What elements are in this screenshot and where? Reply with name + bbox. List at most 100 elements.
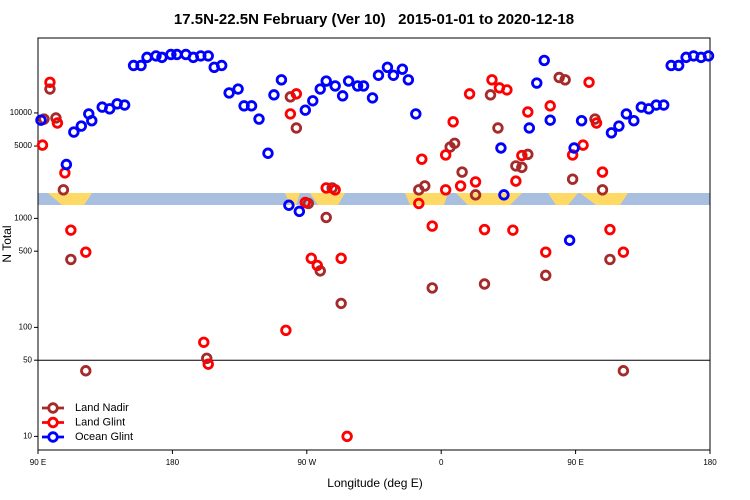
point (342, 75, 355, 87)
point (314, 83, 326, 95)
point (620, 108, 633, 120)
point (426, 220, 438, 232)
point (223, 87, 235, 99)
x-tick-label: 180 (166, 458, 180, 467)
point (232, 83, 244, 95)
legend-label: Land Glint (75, 416, 125, 428)
point (86, 115, 98, 127)
point (456, 166, 468, 178)
legend-marker (47, 402, 59, 414)
point (351, 80, 364, 92)
point (544, 114, 556, 126)
point (150, 50, 162, 62)
point (617, 246, 630, 258)
point (544, 100, 556, 112)
point (702, 50, 715, 62)
point (522, 106, 534, 118)
series (35, 48, 715, 246)
point (463, 88, 476, 100)
x-tick-label: 90 E (567, 458, 583, 467)
point (469, 189, 482, 201)
band-land (405, 193, 448, 205)
point (538, 54, 550, 67)
chart-title: 17.5N-22.5N February (Ver 10) 2015-01-01… (174, 11, 574, 28)
point (60, 158, 73, 171)
point (410, 108, 422, 120)
point (486, 74, 498, 86)
point (275, 74, 288, 86)
legend-marker (47, 416, 59, 429)
point (510, 160, 522, 172)
series (38, 71, 630, 377)
point (284, 108, 297, 120)
band-land (548, 193, 578, 205)
band-land (580, 193, 628, 205)
point (563, 234, 576, 246)
point (559, 74, 571, 86)
point (387, 69, 400, 81)
point (553, 71, 565, 84)
point (305, 252, 317, 265)
point (604, 253, 616, 266)
x-axis-label: Longitude (deg E) (327, 476, 422, 490)
point (484, 89, 497, 101)
point (198, 336, 210, 348)
point (628, 115, 640, 127)
point (605, 127, 618, 139)
y-tick-label: 1000 (14, 213, 32, 222)
point (510, 175, 522, 187)
point (290, 88, 303, 100)
point (613, 120, 625, 132)
point (366, 92, 379, 104)
point (478, 223, 491, 236)
point (596, 184, 609, 196)
y-tick-label: 10 (23, 431, 32, 440)
point (495, 142, 507, 154)
point (165, 48, 177, 61)
point (202, 50, 214, 62)
y-tick-label: 10000 (10, 108, 33, 117)
band-ocean (38, 193, 710, 205)
point (507, 224, 519, 236)
point (522, 148, 534, 161)
y-tick-label: 50 (23, 355, 32, 364)
x-tick-label: 180 (703, 458, 717, 467)
point (658, 99, 670, 111)
x-tick-label: 90 W (297, 458, 316, 467)
point (596, 166, 609, 178)
point (568, 142, 580, 154)
point (65, 224, 77, 236)
y-tick-label: 500 (19, 246, 33, 255)
point (51, 117, 64, 129)
point (215, 59, 228, 72)
point (320, 211, 332, 224)
band-land (48, 193, 92, 205)
point (381, 61, 394, 73)
point (245, 100, 258, 112)
point (293, 205, 306, 218)
point (516, 161, 528, 174)
point (283, 199, 295, 211)
point (35, 114, 47, 126)
point (68, 126, 80, 138)
point (80, 365, 92, 377)
point (50, 112, 62, 124)
point (57, 184, 70, 196)
point (439, 184, 452, 196)
point (416, 153, 428, 165)
band-land (310, 193, 345, 205)
point (329, 80, 341, 92)
point (447, 116, 459, 128)
point (135, 59, 147, 72)
point (583, 76, 595, 88)
point (523, 122, 536, 134)
plot-frame (37, 37, 711, 451)
point (80, 246, 92, 258)
point (566, 173, 579, 185)
point (202, 358, 214, 370)
point (540, 269, 552, 282)
point (672, 59, 685, 72)
point (575, 115, 588, 127)
point (501, 84, 513, 96)
